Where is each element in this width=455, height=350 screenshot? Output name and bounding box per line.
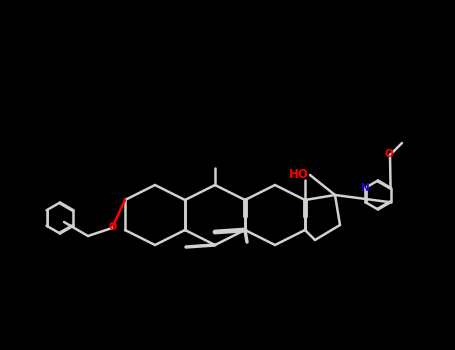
Text: HO: HO [289, 168, 309, 181]
Text: N: N [361, 183, 370, 193]
Text: O: O [384, 149, 394, 159]
Text: O: O [108, 222, 116, 231]
